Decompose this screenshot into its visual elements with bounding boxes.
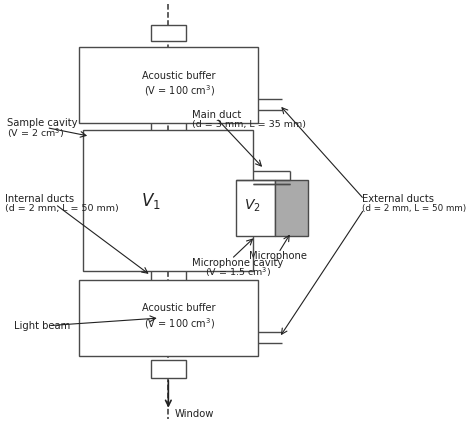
Text: Window: Window bbox=[175, 409, 214, 419]
Text: (d = 2 mm, L = 50 mm): (d = 2 mm, L = 50 mm) bbox=[5, 205, 119, 213]
Text: (V = 1.5 cm$^3$): (V = 1.5 cm$^3$) bbox=[205, 265, 271, 279]
Text: Internal ducts: Internal ducts bbox=[5, 194, 74, 205]
Text: Sample cavity: Sample cavity bbox=[7, 118, 78, 128]
Text: External ducts: External ducts bbox=[362, 194, 434, 205]
Bar bbox=[151, 25, 186, 41]
Text: Light beam: Light beam bbox=[14, 321, 70, 331]
Bar bbox=[275, 180, 308, 237]
Text: Microphone cavity: Microphone cavity bbox=[192, 258, 283, 268]
Text: Microphone: Microphone bbox=[249, 251, 308, 261]
Text: $V_2$: $V_2$ bbox=[244, 198, 261, 214]
Bar bbox=[151, 360, 186, 378]
Bar bbox=[79, 280, 257, 356]
Text: Main duct: Main duct bbox=[192, 110, 242, 120]
Bar bbox=[236, 180, 275, 237]
Text: (V = 100 cm$^3$): (V = 100 cm$^3$) bbox=[144, 83, 215, 98]
Text: (V = 2 cm$^3$): (V = 2 cm$^3$) bbox=[7, 126, 64, 140]
Text: Acoustic buffer: Acoustic buffer bbox=[143, 304, 216, 314]
Text: (V = 100 cm$^3$): (V = 100 cm$^3$) bbox=[144, 316, 215, 331]
Text: (d = 3 mm, L = 35 mm): (d = 3 mm, L = 35 mm) bbox=[192, 120, 306, 129]
Text: (d = 2 mm, L = 50 mm): (d = 2 mm, L = 50 mm) bbox=[362, 205, 466, 213]
Bar bbox=[79, 47, 257, 123]
Text: Acoustic buffer: Acoustic buffer bbox=[143, 71, 216, 81]
Bar bbox=[83, 130, 253, 271]
Text: $V_1$: $V_1$ bbox=[141, 191, 161, 211]
